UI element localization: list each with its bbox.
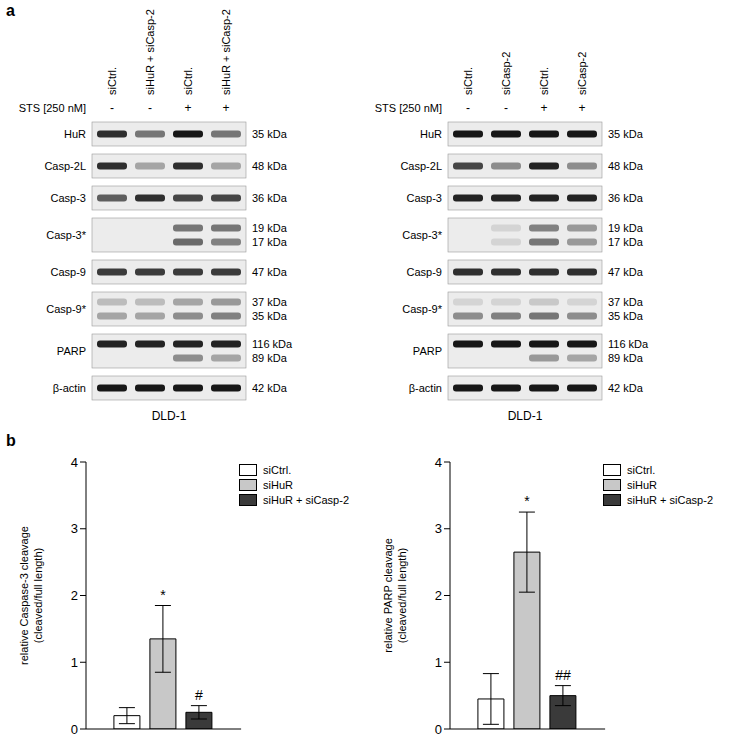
svg-text:Casp-3*: Casp-3*	[46, 229, 86, 241]
svg-text:47 kDa: 47 kDa	[252, 266, 288, 278]
svg-text:19 kDa: 19 kDa	[608, 222, 644, 234]
svg-text:1: 1	[71, 655, 78, 670]
svg-text:Casp-3*: Casp-3*	[402, 229, 442, 241]
svg-text:116 kDa: 116 kDa	[608, 338, 649, 350]
svg-text:Casp-9*: Casp-9*	[402, 303, 442, 315]
svg-text:b: b	[6, 432, 16, 449]
svg-text:-: -	[504, 101, 508, 115]
svg-text:47 kDa: 47 kDa	[608, 266, 644, 278]
svg-text:42 kDa: 42 kDa	[608, 382, 644, 394]
svg-text:PARP: PARP	[413, 345, 442, 357]
svg-text:19 kDa: 19 kDa	[252, 222, 288, 234]
svg-text:48 kDa: 48 kDa	[252, 160, 288, 172]
svg-text:Casp-9*: Casp-9*	[46, 303, 86, 315]
svg-text:0: 0	[71, 722, 78, 737]
svg-text:*: *	[160, 587, 166, 603]
svg-text:89 kDa: 89 kDa	[252, 352, 288, 364]
svg-text:1: 1	[435, 655, 442, 670]
svg-text:(cleaved/full length): (cleaved/full length)	[32, 548, 44, 643]
svg-text:relative PARP cleavage: relative PARP cleavage	[382, 538, 394, 653]
svg-text:##: ##	[555, 667, 571, 683]
svg-text:35 kDa: 35 kDa	[252, 128, 288, 140]
svg-text:37 kDa: 37 kDa	[608, 296, 644, 308]
svg-text:+: +	[184, 101, 191, 115]
svg-text:(cleaved/full length): (cleaved/full length)	[396, 548, 408, 643]
svg-text:42 kDa: 42 kDa	[252, 382, 288, 394]
svg-text:DLD-1: DLD-1	[508, 409, 543, 423]
svg-text:36 kDa: 36 kDa	[252, 192, 288, 204]
svg-text:siCtrl.: siCtrl.	[538, 67, 550, 95]
svg-text:Casp-9: Casp-9	[407, 266, 442, 278]
svg-text:PARP: PARP	[57, 345, 86, 357]
html-text:siCtrl.: siCtrl.	[627, 464, 656, 476]
svg-text:2: 2	[71, 588, 78, 603]
svg-text:36 kDa: 36 kDa	[608, 192, 644, 204]
svg-text:+: +	[222, 101, 229, 115]
svg-text:89 kDa: 89 kDa	[608, 352, 644, 364]
svg-text:35 kDa: 35 kDa	[252, 310, 288, 322]
svg-text:0: 0	[435, 722, 442, 737]
svg-text:116 kDa: 116 kDa	[252, 338, 293, 350]
svg-text:DLD-1: DLD-1	[152, 409, 187, 423]
svg-text:siCtrl.: siCtrl.	[106, 67, 118, 95]
svg-text:STS [250 nM]: STS [250 nM]	[19, 102, 86, 114]
svg-text:relative Caspase-3 cleavage: relative Caspase-3 cleavage	[18, 526, 30, 665]
svg-text:2: 2	[435, 588, 442, 603]
html-text:siCtrl.: siCtrl.	[263, 464, 292, 476]
svg-text:β-actin: β-actin	[53, 382, 86, 394]
svg-text:STS [250 nM]: STS [250 nM]	[375, 102, 442, 114]
svg-text:Casp-3: Casp-3	[407, 192, 442, 204]
svg-text:siHuR + siCasp-2: siHuR + siCasp-2	[144, 9, 156, 95]
svg-text:48 kDa: 48 kDa	[608, 160, 644, 172]
svg-text:17 kDa: 17 kDa	[252, 236, 288, 248]
html-text:siHuR + siCasp-2: siHuR + siCasp-2	[627, 494, 713, 506]
svg-text:35 kDa: 35 kDa	[608, 310, 644, 322]
svg-text:#: #	[195, 687, 203, 703]
svg-text:Casp-3: Casp-3	[51, 192, 86, 204]
svg-text:HuR: HuR	[420, 128, 442, 140]
svg-text:Casp-2L: Casp-2L	[44, 160, 86, 172]
html-text:siHuR: siHuR	[627, 479, 658, 491]
svg-text:+: +	[540, 101, 547, 115]
svg-text:siCasp-2: siCasp-2	[576, 52, 588, 95]
svg-text:+: +	[578, 101, 585, 115]
svg-text:*: *	[524, 493, 530, 509]
svg-text:17 kDa: 17 kDa	[608, 236, 644, 248]
svg-text:3: 3	[71, 521, 78, 536]
svg-text:4: 4	[435, 455, 442, 470]
svg-text:-: -	[110, 101, 114, 115]
svg-text:37 kDa: 37 kDa	[252, 296, 288, 308]
svg-text:-: -	[148, 101, 152, 115]
svg-text:HuR: HuR	[64, 128, 86, 140]
svg-text:a: a	[6, 2, 15, 19]
svg-text:-: -	[466, 101, 470, 115]
svg-text:Casp-2L: Casp-2L	[400, 160, 442, 172]
svg-text:siCtrl.: siCtrl.	[462, 67, 474, 95]
html-text:siHuR: siHuR	[263, 479, 294, 491]
svg-text:4: 4	[71, 455, 78, 470]
svg-text:siHuR + siCasp-2: siHuR + siCasp-2	[220, 9, 232, 95]
svg-text:Casp-9: Casp-9	[51, 266, 86, 278]
svg-text:35 kDa: 35 kDa	[608, 128, 644, 140]
svg-text:siCtrl.: siCtrl.	[182, 67, 194, 95]
svg-text:siCasp-2: siCasp-2	[500, 52, 512, 95]
html-text:siHuR + siCasp-2: siHuR + siCasp-2	[263, 494, 349, 506]
svg-text:3: 3	[435, 521, 442, 536]
svg-text:β-actin: β-actin	[409, 382, 442, 394]
